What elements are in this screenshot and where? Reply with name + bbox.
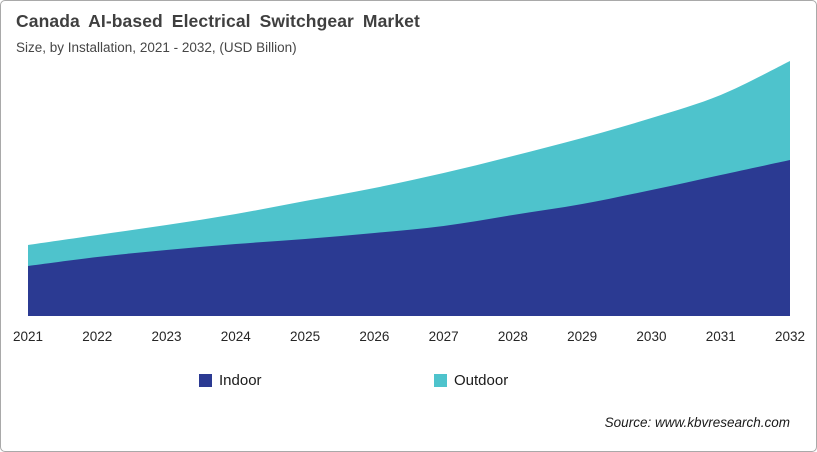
x-axis-label-2027: 2027 (428, 329, 459, 344)
x-axis-label-2031: 2031 (705, 329, 736, 344)
x-axis-label-2029: 2029 (567, 329, 598, 344)
x-axis: 2021 2022 2023 2024 2025 2026 2027 2028 2029 2030… (0, 329, 817, 345)
x-axis-label-2022: 2022 (82, 329, 113, 344)
x-axis-label-2023: 2023 (151, 329, 182, 344)
chart-legend: Indoor Outdoor (0, 372, 817, 392)
x-axis-label-2021: 2021 (12, 329, 44, 344)
x-axis-label-2032: 2032 (774, 329, 806, 344)
page-subtitle: Size, by Installation, 2021 - 2032, (USD… (16, 40, 297, 55)
legend-swatch-outdoor (434, 374, 447, 387)
x-axis-label-2024: 2024 (220, 329, 251, 344)
legend-item-outdoor: Outdoor (434, 372, 508, 389)
legend-label-outdoor: Outdoor (454, 372, 509, 389)
page-title: Canada AI-based Electrical Switchgear Ma… (16, 11, 420, 31)
source-attribution: Source: www.kbvresearch.com (604, 415, 790, 430)
legend-label-indoor: Indoor (219, 372, 262, 389)
indoor-area-series (28, 160, 790, 316)
x-axis-label-2030: 2030 (636, 329, 667, 344)
x-axis-label-2025: 2025 (290, 329, 321, 344)
x-axis-label-2028: 2028 (497, 329, 528, 344)
legend-item-indoor: Indoor (199, 372, 262, 389)
x-axis-label-2026: 2026 (359, 329, 390, 344)
legend-swatch-indoor (199, 374, 212, 387)
